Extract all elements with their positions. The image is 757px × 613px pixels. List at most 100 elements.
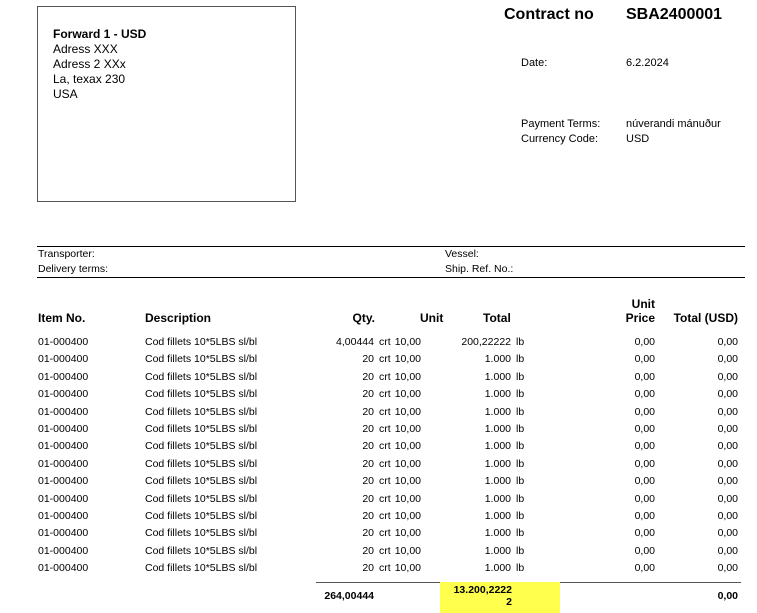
contract-number: SBA2400001 [626,6,723,23]
cell-description: Cod fillets 10*5LBS sl/bl [145,544,258,557]
cell-total-unit: lb [516,475,525,488]
cell-total-unit: lb [516,388,525,401]
cell-total-unit: lb [516,423,525,435]
cell-unit: 10,00 [394,370,421,383]
cell-total: 1.000 [484,388,511,401]
table-row: 01-000400 Cod fillets 10*5LBS sl/bl 20 crt 1… [0,371,757,388]
cell-qty: 20 [362,457,374,470]
table-row: 01-000400 Cod fillets 10*5LBS sl/bl 20 crt 1… [0,527,757,544]
cell-total: 1.000 [484,440,511,453]
cell-description: Cod fillets 10*5LBS sl/bl [145,527,258,540]
cell-total: 1.000 [484,475,511,488]
cell-total-usd: 0,00 [717,544,738,557]
cell-qty-unit: crt [379,440,391,453]
cell-qty: 20 [362,527,374,540]
cell-description: Cod fillets 10*5LBS sl/bl [145,405,258,418]
currency-label: Currency Code: [521,133,599,145]
table-row: 01-000400 Cod fillets 10*5LBS sl/bl 20 crt 1… [0,458,757,475]
table-row: 01-000400 Cod fillets 10*5LBS sl/bl 20 crt 1… [0,388,757,405]
table-row: 01-000400 Cod fillets 10*5LBS sl/bl 20 crt 1… [0,406,757,423]
cell-total: 1.000 [484,492,511,505]
cell-qty: 20 [362,510,374,522]
header-qty: Qty. [352,311,375,325]
address-box: Forward 1 - USD Adress XXX Adress 2 XXx … [37,6,296,202]
cell-item-no: 01-000400 [38,353,89,366]
cell-unit: 10,00 [394,562,421,575]
table-row: 01-000400 Cod fillets 10*5LBS sl/bl 20 crt 1… [0,493,757,510]
cell-unit-price: 0,00 [634,544,655,557]
cell-qty-unit: crt [379,336,391,348]
cell-qty-unit: crt [379,370,391,383]
header-total: Total [483,311,511,325]
table-row: 01-000400 Cod fillets 10*5LBS sl/bl 20 crt 1… [0,423,757,440]
cell-qty: 20 [362,475,374,488]
cell-unit-price: 0,00 [634,423,655,435]
cell-total-usd: 0,00 [717,475,738,488]
cell-total: 1.000 [484,353,511,366]
cell-total-usd: 0,00 [717,562,738,575]
cell-total-unit: lb [516,336,525,348]
header-total-usd: Total (USD) [673,311,738,325]
cell-total-unit: lb [516,510,525,522]
cell-total-usd: 0,00 [717,405,738,418]
cell-total: 1.000 [484,544,511,557]
cell-total: 1.000 [484,527,511,540]
cell-unit-price: 0,00 [634,388,655,401]
cell-total: 1.000 [484,510,511,522]
cell-unit: 10,00 [394,527,421,540]
cell-total-usd: 0,00 [717,423,738,435]
address-line-3: La, texax 230 [53,72,126,86]
cell-total-unit: lb [516,405,525,418]
currency-value: USD [626,133,650,145]
cell-total-usd: 0,00 [717,336,738,348]
cell-item-no: 01-000400 [38,370,89,383]
cell-item-no: 01-000400 [38,562,89,575]
cell-qty: 20 [362,423,374,435]
cell-qty-unit: crt [379,405,391,418]
cell-description: Cod fillets 10*5LBS sl/bl [145,440,258,453]
cell-total: 1.000 [484,457,511,470]
cell-description: Cod fillets 10*5LBS sl/bl [145,492,258,505]
cell-description: Cod fillets 10*5LBS sl/bl [145,423,258,435]
cell-qty: 20 [362,405,374,418]
cell-item-no: 01-000400 [38,440,89,453]
divider [37,246,745,247]
cell-total-unit: lb [516,562,525,575]
cell-description: Cod fillets 10*5LBS sl/bl [145,510,258,522]
cell-qty: 20 [362,544,374,557]
cell-total-usd: 0,00 [717,510,738,522]
cell-unit-price: 0,00 [634,527,655,540]
cell-unit-price: 0,00 [634,405,655,418]
vessel-label: Vessel: [445,248,479,260]
cell-qty-unit: crt [379,562,391,575]
cell-total: 1.000 [484,405,511,418]
header-unit-price-1: Unit [631,297,655,311]
cell-total-usd: 0,00 [717,353,738,366]
cell-item-no: 01-000400 [38,336,89,348]
cell-qty: 4,00444 [336,336,374,348]
cell-unit: 10,00 [394,405,421,418]
cell-unit: 10,00 [394,475,421,488]
cell-unit-price: 0,00 [634,562,655,575]
cell-description: Cod fillets 10*5LBS sl/bl [145,457,258,470]
cell-unit: 10,00 [394,544,421,557]
cell-qty: 20 [362,353,374,366]
cell-qty: 20 [362,562,374,575]
cell-total: 1.000 [484,370,511,383]
cell-description: Cod fillets 10*5LBS sl/bl [145,353,258,366]
cell-total: 200,22222 [461,336,511,348]
address-country: USA [53,87,78,101]
cell-item-no: 01-000400 [38,423,89,435]
date-label: Date: [521,57,548,69]
cell-description: Cod fillets 10*5LBS sl/bl [145,475,258,488]
cell-total-unit: lb [516,544,525,557]
cell-total-usd: 0,00 [717,370,738,383]
cell-qty: 20 [362,440,374,453]
customer-name: Forward 1 - USD [53,27,147,41]
divider [37,277,745,278]
contract-label: Contract no [504,6,594,23]
cell-unit-price: 0,00 [634,370,655,383]
cell-unit: 10,00 [394,440,421,453]
cell-unit-price: 0,00 [634,510,655,522]
